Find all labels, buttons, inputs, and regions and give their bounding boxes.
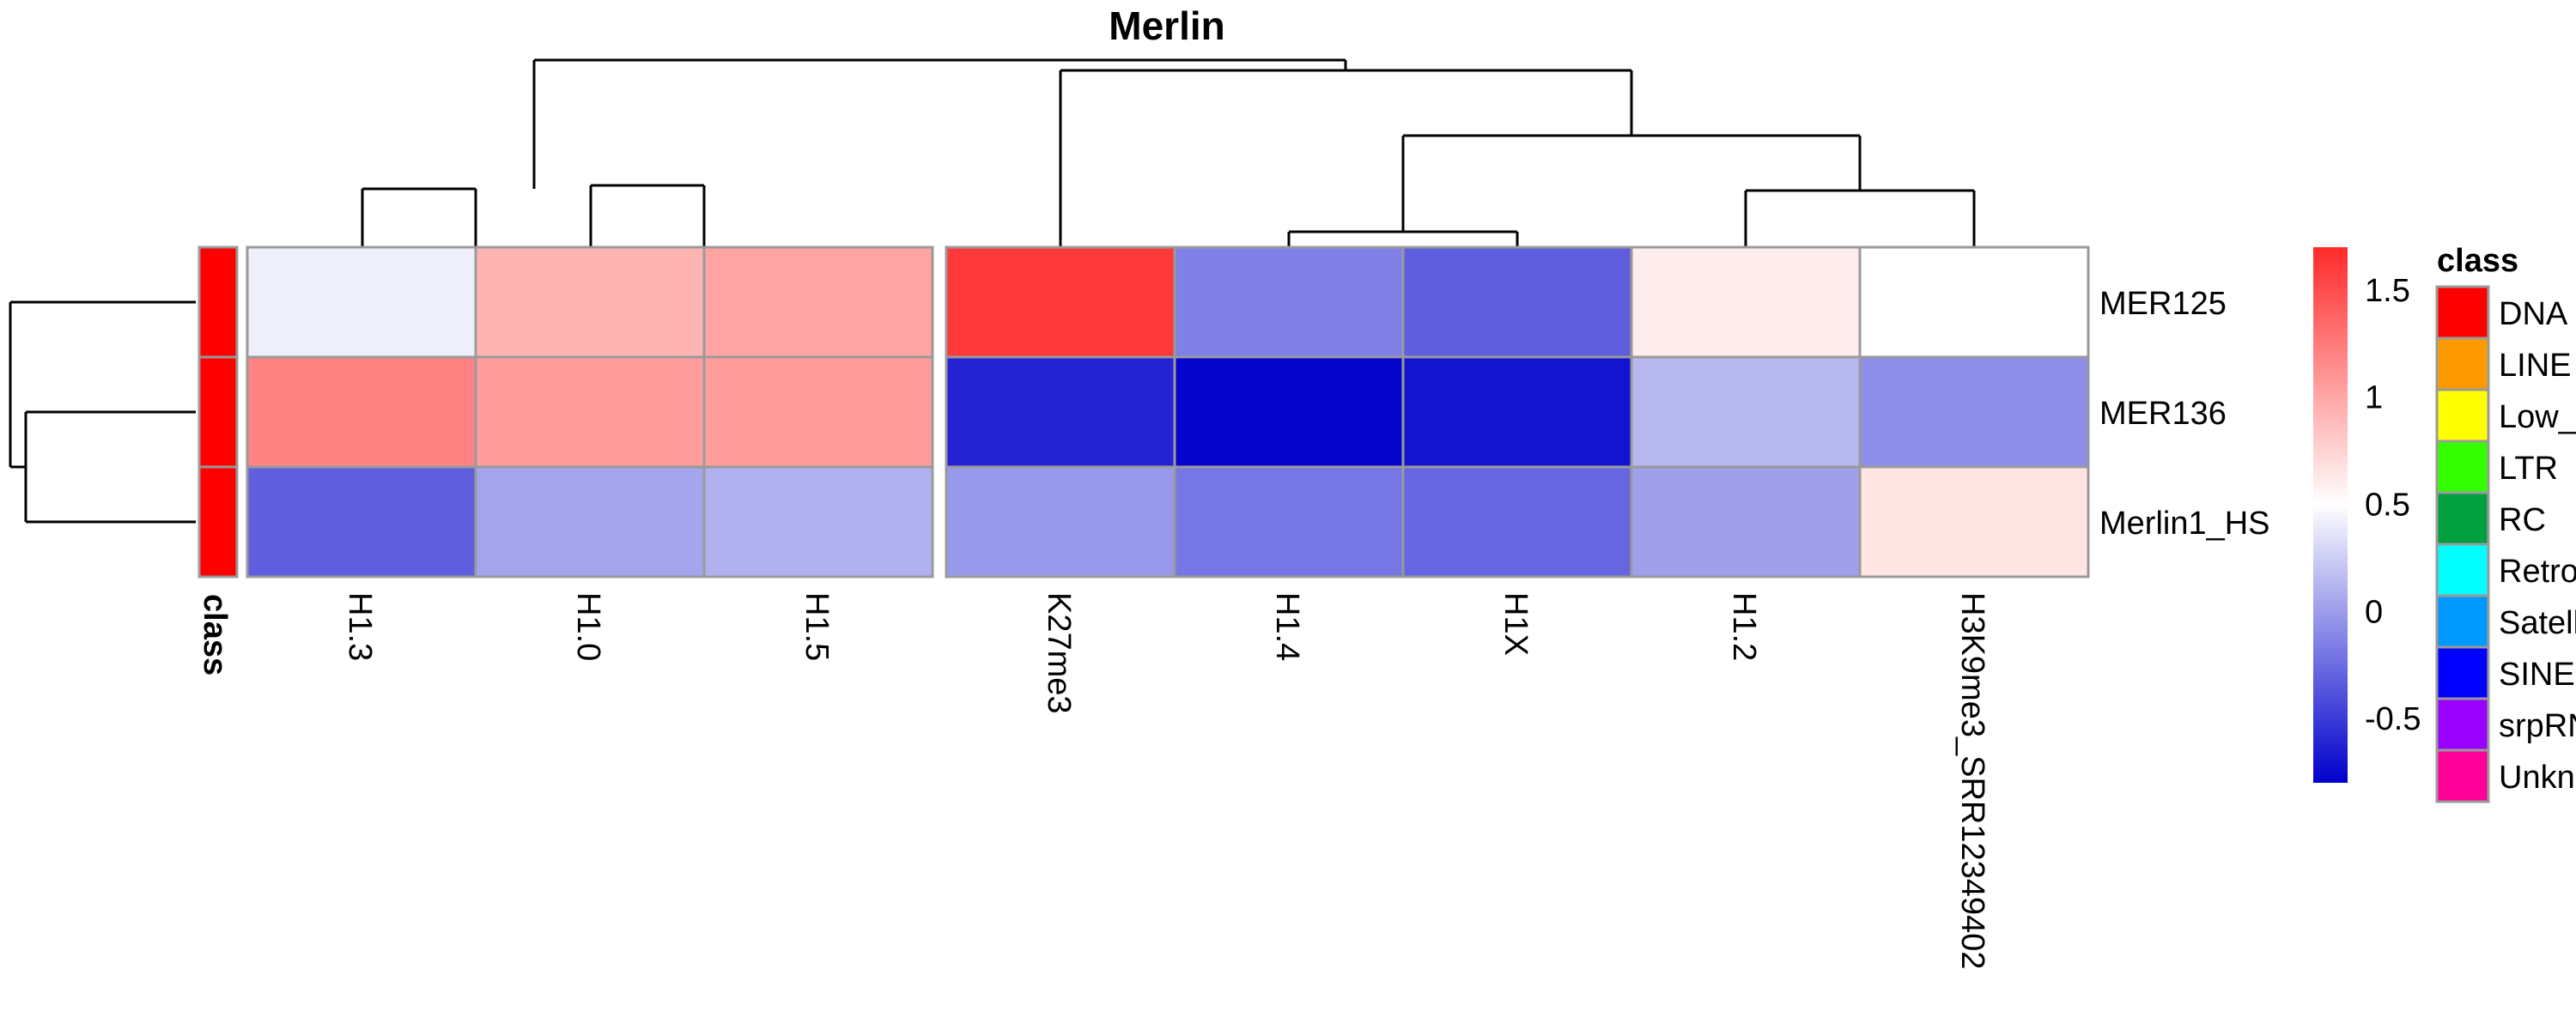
row-label: Merlin1_HS	[2099, 506, 2270, 542]
legend-swatch	[2435, 388, 2490, 443]
heatmap-cell	[1173, 355, 1405, 469]
colorbar-tick-label: 1	[2365, 380, 2383, 416]
column-label: H1.3	[342, 592, 378, 661]
legend-label: DNA	[2499, 296, 2568, 332]
class-legend: class DNA LINE Low_complexity LTR RC Retroposo…	[2435, 243, 2576, 803]
legend-swatch	[2435, 336, 2490, 391]
annotation-cell	[197, 245, 239, 359]
legend-label: LINE	[2499, 348, 2571, 384]
annotation-cell	[197, 465, 239, 579]
legend-swatch	[2435, 439, 2490, 494]
heatmap-cell	[246, 245, 477, 359]
row-dendrogram	[9, 300, 196, 524]
legend-label: RC	[2499, 502, 2546, 538]
annotation-cell	[197, 355, 239, 469]
legend-label: Low_complexity	[2499, 399, 2576, 435]
heatmap-cell	[1173, 465, 1405, 579]
heatmap-cell	[1858, 465, 2090, 579]
heatmap-cell	[1401, 355, 1633, 469]
colorbar-tick-label: 0.5	[2365, 488, 2410, 524]
heatmap-cell	[1173, 245, 1405, 359]
column-label: H3K9me3_SRR12349402	[1954, 592, 1990, 969]
chart-title: Merlin	[1109, 3, 1224, 48]
heatmap-cell	[246, 465, 477, 579]
legend-label: Unknown	[2499, 760, 2576, 796]
heatmap-cell	[474, 465, 706, 579]
colorbar-tick-label: -0.5	[2365, 701, 2421, 737]
heatmap-cell	[945, 355, 1176, 469]
heatmap-cell	[474, 355, 706, 469]
column-labels: H1.3 H1.0 H1.5 K27me3 H1.4 H1X H1.2 H3K9me3_SRR…	[342, 592, 1990, 969]
row-label: MER125	[2099, 286, 2227, 322]
heatmap-cell	[1858, 245, 2090, 359]
color-scale-legend: 1.5 1 0.5 0 -0.5	[2313, 247, 2421, 783]
column-label: H1.0	[570, 592, 606, 661]
column-label: H1.2	[1726, 592, 1762, 661]
legend-label: Retroposon	[2499, 554, 2576, 590]
legend-swatch	[2435, 697, 2490, 752]
colorbar-tick-label: 1.5	[2365, 273, 2410, 309]
colorbar-tick-label: 0	[2365, 594, 2383, 630]
legend-swatch	[2435, 594, 2490, 649]
heatmap-cell	[1401, 465, 1633, 579]
heatmap-cell	[474, 245, 706, 359]
annotation-title: class	[197, 594, 233, 676]
row-labels: MER125 MER136 Merlin1_HS	[2099, 286, 2270, 542]
row-annotation: class	[197, 245, 239, 676]
heatmap-cell	[1858, 355, 2090, 469]
heatmap-cell	[945, 465, 1176, 579]
legend-label: Satellite	[2499, 605, 2576, 641]
legend-label: LTR	[2499, 451, 2558, 487]
legend-swatch	[2435, 748, 2490, 803]
column-label: H1X	[1498, 592, 1534, 656]
heatmap-cell	[702, 355, 934, 469]
column-dendrogram	[361, 58, 1976, 247]
column-label: H1.5	[799, 592, 835, 661]
heatmap-cell	[246, 355, 477, 469]
legend-swatch	[2435, 285, 2490, 340]
row-label: MER136	[2099, 396, 2227, 432]
legend-swatch	[2435, 542, 2490, 597]
column-label: K27me3	[1041, 592, 1077, 714]
legend-swatch	[2435, 491, 2490, 546]
heatmap-cells	[246, 245, 2090, 579]
legend-label: SINE	[2499, 657, 2575, 693]
legend-swatch	[2435, 645, 2490, 700]
legend-title: class	[2437, 243, 2518, 279]
heatmap-cell	[1630, 465, 1862, 579]
heatmap-cell	[945, 245, 1176, 359]
heatmap-cell	[1630, 245, 1862, 359]
heatmap-cell	[702, 465, 934, 579]
heatmap-cell	[1401, 245, 1633, 359]
legend-label: srpRNA	[2499, 708, 2576, 744]
colorbar	[2313, 247, 2348, 783]
heatmap-cell	[702, 245, 934, 359]
heatmap-cell	[1630, 355, 1862, 469]
column-label: H1.4	[1269, 592, 1305, 661]
